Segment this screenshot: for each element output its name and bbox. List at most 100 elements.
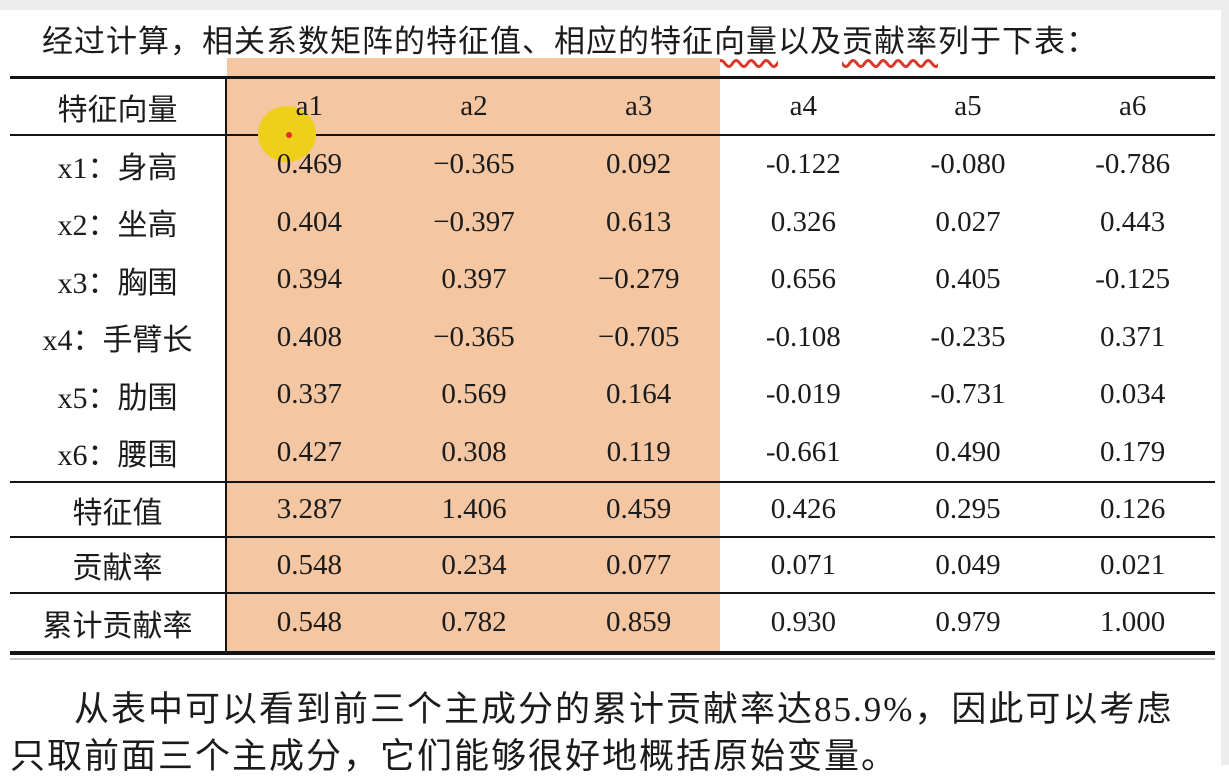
table-cell: 0.405 [886,251,1051,309]
table-cell: 0.394 [227,251,392,309]
table-cell: -0.080 [886,136,1051,194]
table-cell-text: −0.705 [597,320,680,353]
table-cell: 3.287 [227,481,392,536]
table-cell-text: -0.661 [765,435,841,468]
table-cell-text: 0.308 [441,435,507,468]
table-cell: 0.034 [1050,366,1215,424]
table-cell: 0.548 [227,592,392,651]
table-cell-text: 0.408 [276,320,342,353]
conclusion-line-1: 从表中可以看到前三个主成分的累计贡献率达85.9%，因此可以考虑 [74,690,1174,729]
table-cell-text: -0.235 [930,320,1006,353]
table-cell: 0.404 [227,194,392,252]
laser-pointer-dot [258,106,316,162]
table-cell-text: −0.365 [433,320,515,353]
table-corner-header: 特征向量 [10,79,227,136]
table-cell: -0.786 [1050,136,1215,194]
table-cell-text: 0.164 [606,378,672,411]
table-cell: -0.108 [721,309,886,367]
table-cell: 0.426 [721,481,886,536]
table-cell: -0.019 [721,366,886,424]
table-cell: 0.569 [392,366,557,424]
table-cell-text: 1.406 [441,493,507,525]
eigen-table: 特征向量 a1 a2 a3 a4 a5 a6 x1：身高 0.469 −0.365 0.092 -0.… [10,76,1215,655]
table-cell-text: 0.027 [935,205,1001,238]
principal-components-highlight-overlay [227,58,720,652]
table-cell: 0.295 [885,481,1051,536]
table-cell: 0.337 [227,366,392,424]
table-cell: 0.021 [1050,536,1215,592]
table-cell-text: 0.034 [1100,378,1166,411]
table-cell: 0.092 [556,136,721,194]
table-cell: −0.397 [392,194,557,252]
table-cell-text: 0.405 [935,263,1001,296]
table-cell: -0.122 [721,136,886,194]
row-label: x1：身高 [10,136,227,194]
table-cell-text: 0.077 [606,548,672,581]
intro-text-prefix: 经过计算，相关系数矩阵 [42,24,394,59]
column-header-a6: a6 [1050,79,1215,136]
row-label: x5：肋围 [10,366,227,424]
table-cell: 1.000 [1050,592,1215,651]
table-cell-text: 0.119 [606,435,671,468]
table-cell-text: 0.326 [770,205,836,238]
table-cell-text: 0.490 [935,435,1001,468]
row-label: x6：腰围 [10,423,227,481]
table-cell: 1.406 [391,481,557,536]
row-label: x4：手臂长 [10,308,227,366]
table-cell-text: -0.125 [1095,263,1171,296]
row-label: 累计贡献率 [10,592,227,651]
table-cell-text: 0.295 [935,493,1001,525]
table-cell: −0.705 [556,309,721,367]
table-cell-text: -0.019 [765,378,841,411]
table-cell-text: -0.731 [930,378,1006,411]
table-cell-text: -0.080 [930,148,1006,181]
row-label-text: x5：肋围 [57,381,178,415]
table-cell-text: 0.071 [770,548,836,581]
row-label: 特征值 [10,481,227,536]
table-cell: 0.397 [392,251,557,309]
row-label-text: x3：胸围 [57,266,178,300]
table-cell-text: 0.397 [441,263,507,296]
table-cell-text: 0.930 [770,606,836,638]
table-cell-text: 0.859 [606,606,672,638]
table-cell: 0.930 [721,592,886,651]
table-cell-text: 0.092 [606,148,672,181]
table-cell-text: 0.613 [606,205,672,238]
table-cell: 0.371 [1050,309,1215,367]
table-cell: 0.548 [227,536,392,592]
table-cell-text: 3.287 [276,493,342,525]
row-label-text: 累计贡献率 [42,609,193,643]
row-label: 贡献率 [10,536,227,592]
table-cell: -0.125 [1050,251,1215,309]
table-cell: 0.443 [1050,194,1215,252]
intro-text-mid2: 以及 [778,24,842,59]
table-cell-text: 0.569 [441,378,507,411]
column-header-a1-text: a1 [295,90,324,122]
table-cell-text: 0.049 [935,548,1001,581]
table-cell-text: 0.404 [276,205,342,238]
table-cell: 0.308 [392,424,557,482]
conclusion-paragraph: 从表中可以看到前三个主成分的累计贡献率达85.9%，因此可以考虑只取前面三个主成… [10,686,1229,780]
row-label: x2：坐高 [10,193,227,251]
table-cell: 0.119 [556,424,721,482]
right-edge-strip [1221,0,1229,765]
table-cell-text: 0.371 [1100,320,1166,353]
table-cell-text: 1.000 [1100,606,1166,638]
column-header-a4-text: a4 [789,90,818,122]
column-header-a3: a3 [556,79,721,136]
table-cell: 0.164 [556,366,721,424]
intro-text-mid1: 、相应的 [522,24,650,59]
table-cell: 0.234 [391,536,557,592]
table-cell: 0.077 [556,536,721,592]
table-cell-text: 0.021 [1100,548,1166,581]
table-cell: 0.027 [886,194,1051,252]
column-header-a3-text: a3 [624,90,653,122]
underlined-term-eigenvector: 特征向量 [650,24,778,59]
table-cell: 0.071 [721,536,886,592]
row-label: x3：胸围 [10,251,227,309]
table-cell: 0.613 [556,194,721,252]
table-cell: 0.859 [556,592,721,651]
underlined-term-contribution-rate: 贡献率 [842,24,938,59]
conclusion-line-2: 只取前面三个主成分，它们能够很好地概括原始变量。 [10,737,899,776]
table-cell-text: −0.397 [433,205,515,238]
